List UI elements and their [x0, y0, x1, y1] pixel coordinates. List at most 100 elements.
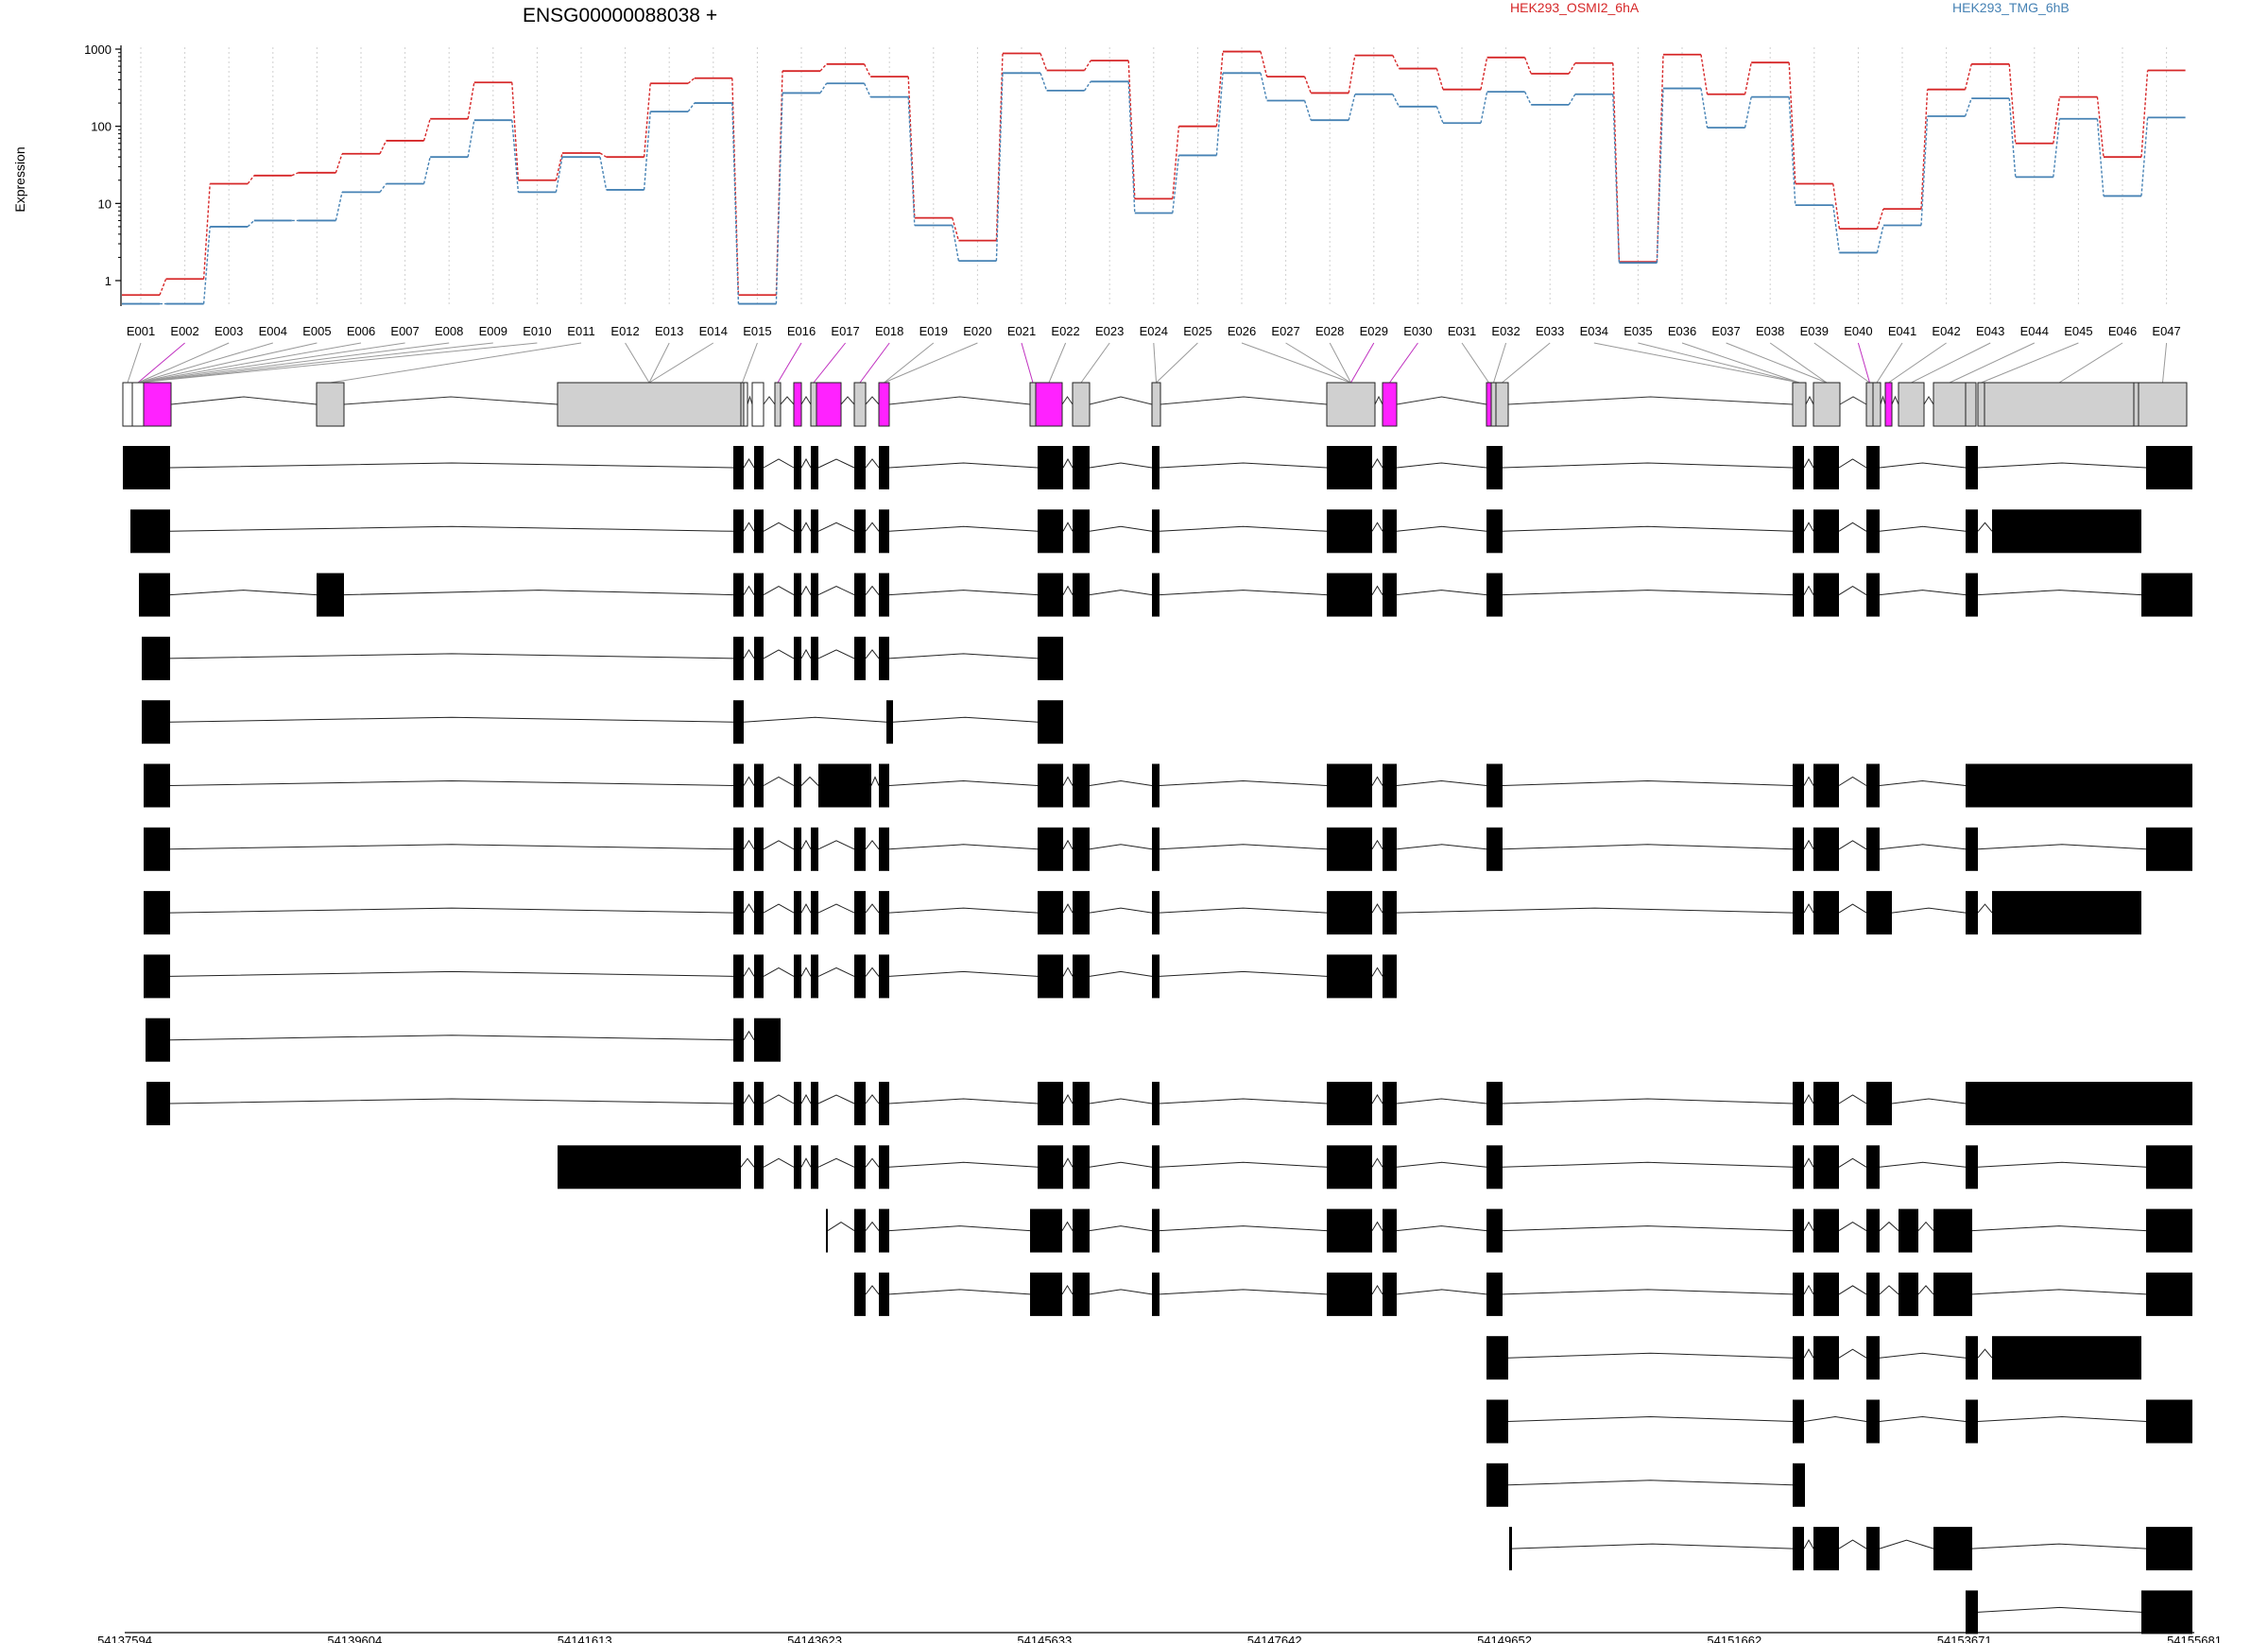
transcript-exon: [144, 827, 170, 871]
exon-label-E011: E011: [567, 324, 594, 338]
transcript-exon: [1866, 1336, 1880, 1380]
transcript-intron: [870, 776, 880, 786]
model-intron: [1805, 395, 1814, 405]
y-axis-label: Expression: [12, 146, 27, 212]
transcript-intron: [1159, 590, 1328, 596]
transcript-exon: [1966, 446, 1978, 489]
exon-link-E023: [1080, 342, 1110, 384]
transcript-intron: [1803, 1221, 1814, 1231]
exon-label-E012: E012: [610, 324, 639, 338]
transcript-exon: [879, 827, 889, 871]
transcript-row: [854, 1272, 2192, 1316]
model-exon-block: [1326, 382, 1376, 427]
transcript-exon: [558, 1145, 741, 1189]
transcript-exon: [1073, 827, 1090, 871]
exon-link-E028: [1329, 342, 1351, 384]
connector-E045: [2096, 96, 2105, 158]
transcript-row: [130, 509, 2141, 554]
transcript-exon: [733, 891, 744, 935]
connector-E017: [863, 63, 871, 77]
connector-E008: [467, 120, 475, 158]
transcript-intron: [1062, 839, 1074, 850]
exon-label-E043: E043: [1976, 324, 2004, 338]
transcript-exon: [818, 763, 871, 808]
transcript-exon: [1383, 763, 1397, 808]
transcript-exon: [1152, 1082, 1160, 1125]
transcript-exon: [1152, 763, 1160, 808]
transcript-exon: [146, 1018, 170, 1062]
exon-link-E038: [1769, 342, 1828, 384]
transcript-intron: [888, 1161, 1039, 1168]
exon-label-E013: E013: [655, 324, 683, 338]
transcript-exon: [754, 1145, 764, 1189]
connector-E011: [599, 152, 607, 158]
transcript-intron: [865, 458, 880, 469]
exon-link-E031: [1461, 342, 1489, 384]
connector-E042: [1964, 63, 1972, 90]
transcript-intron: [1371, 458, 1383, 469]
connector-E013: [687, 77, 696, 84]
exon-link-E025: [1156, 342, 1198, 384]
transcript-exon: [879, 763, 889, 808]
model-exon-block: [1865, 382, 1874, 427]
transcript-exon: [1866, 1527, 1880, 1571]
exon-label-E028: E028: [1315, 324, 1344, 338]
transcript-intron: [1089, 779, 1153, 786]
transcript-exon: [1486, 573, 1503, 617]
exon-connector-lines: [127, 342, 2168, 384]
connector-E039: [1832, 183, 1841, 230]
exon-link-E005: [137, 342, 318, 384]
transcript-intron: [1089, 1225, 1153, 1232]
transcript-exon: [1327, 1208, 1372, 1253]
transcript-exon: [1813, 1082, 1839, 1125]
transcript-exon: [854, 1208, 866, 1253]
transcript-exon: [854, 636, 866, 680]
connector-E040: [1876, 225, 1884, 253]
transcript-intron: [1502, 1161, 1794, 1168]
transcript-exon: [1813, 1272, 1839, 1316]
exon-label-E007: E007: [390, 324, 419, 338]
model-intron: [865, 396, 880, 405]
connector-E007: [422, 157, 431, 184]
transcript-intron: [763, 903, 795, 914]
exon-label-E019: E019: [919, 324, 948, 338]
transcript-intron: [1371, 1094, 1383, 1104]
transcript-intron: [817, 458, 855, 469]
model-exon-block: [774, 382, 782, 427]
coord-label-54137594: 54137594: [97, 1634, 152, 1643]
model-intron: [170, 396, 318, 405]
transcript-intron: [817, 1094, 855, 1104]
transcript-intron: [1061, 1221, 1074, 1231]
transcript-exon: [854, 1145, 866, 1189]
connector-E022: [1084, 60, 1091, 71]
transcript-intron: [1089, 844, 1153, 850]
transcript-intron: [1891, 1098, 1967, 1104]
transcript-exon: [1383, 446, 1397, 489]
exon-label-E009: E009: [479, 324, 507, 338]
transcript-exon: [754, 509, 764, 554]
transcript-intron: [1089, 1161, 1153, 1168]
exon-label-E030: E030: [1403, 324, 1432, 338]
transcript-intron: [1062, 1157, 1074, 1168]
exon-link-E006: [137, 342, 362, 384]
transcript-exon: [1793, 1208, 1804, 1253]
transcript-intron: [1879, 1285, 1899, 1295]
transcript-intron: [1879, 1539, 1934, 1549]
transcript-intron: [1502, 590, 1794, 596]
exon-link-E003: [137, 342, 230, 384]
connector-E027: [1303, 100, 1312, 121]
transcript-exon: [1073, 954, 1090, 999]
transcript-exon: [123, 446, 170, 489]
model-intron: [780, 396, 795, 405]
transcript-intron: [1803, 1539, 1814, 1549]
transcript-exon: [854, 891, 866, 935]
transcript-exon: [146, 1082, 170, 1125]
transcript-intron: [817, 903, 855, 914]
transcript-intron: [763, 1157, 795, 1168]
transcript-exon: [1486, 1272, 1503, 1316]
transcript-exon: [1793, 1082, 1804, 1125]
transcript-intron: [817, 840, 855, 850]
transcript-row: [1486, 1463, 1805, 1507]
connector-E036: [1700, 54, 1709, 94]
